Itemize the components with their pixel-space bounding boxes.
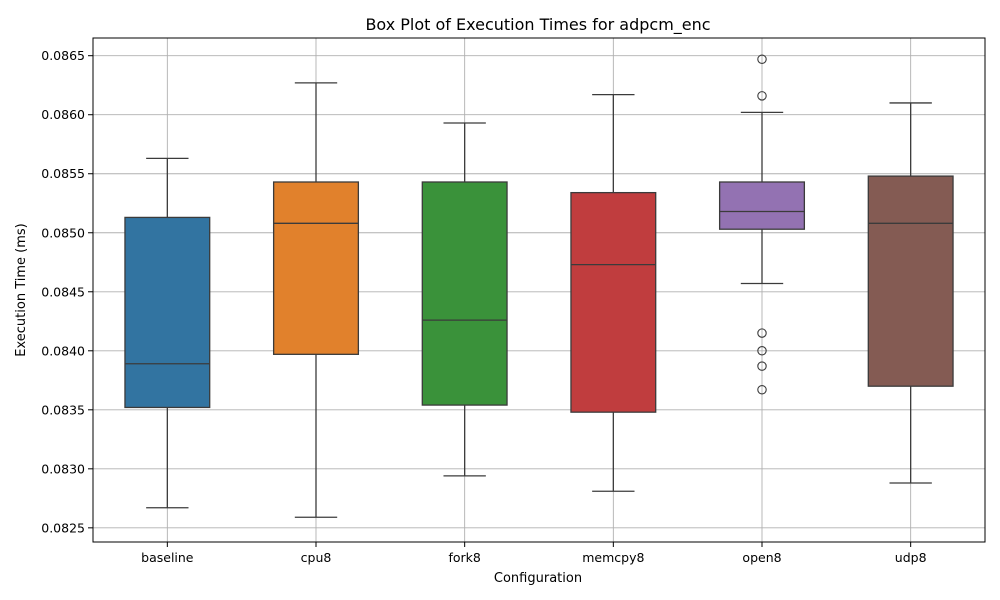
box-series <box>124 54 954 518</box>
plot-frame <box>92 37 986 543</box>
x-tick-label: open8 <box>742 550 781 565</box>
y-tick-label: 0.0825 <box>41 520 85 535</box>
grid-lines <box>93 38 985 542</box>
x-tick-label: cpu8 <box>301 550 332 565</box>
y-tick-label: 0.0830 <box>41 461 85 476</box>
y-axis-label: Execution Time (ms) <box>14 223 29 356</box>
outlier-point <box>757 91 767 101</box>
box-fork8 <box>421 122 508 477</box>
x-tick-label: fork8 <box>448 550 480 565</box>
outlier-point <box>757 346 767 356</box>
y-tick-label: 0.0835 <box>41 402 85 417</box>
y-tick-label: 0.0860 <box>41 107 85 122</box>
box-open8 <box>718 54 806 395</box>
iqr-box <box>867 175 954 387</box>
iqr-box <box>124 216 211 409</box>
box-baseline <box>124 157 211 509</box>
y-tick-label: 0.0840 <box>41 343 85 358</box>
x-axis-ticks: baseline cpu8 fork8 memcpy8 open8 udp8 <box>141 542 927 565</box>
box-cpu8 <box>272 82 360 518</box>
x-tick-label: udp8 <box>895 550 927 565</box>
box-udp8 <box>867 102 954 484</box>
x-tick-label: memcpy8 <box>582 550 644 565</box>
iqr-box <box>421 181 508 406</box>
chart-title: Box Plot of Execution Times for adpcm_en… <box>365 15 710 35</box>
iqr-box <box>570 191 657 413</box>
box-memcpy8 <box>570 94 657 492</box>
iqr-box <box>718 181 806 230</box>
iqr-box <box>272 181 360 355</box>
x-tick-label: baseline <box>141 550 194 565</box>
x-axis-label: Configuration <box>494 571 582 586</box>
outlier-point <box>757 384 767 395</box>
outlier-point <box>757 328 767 338</box>
outlier-point <box>757 54 767 64</box>
y-tick-label: 0.0865 <box>41 48 85 63</box>
y-axis-ticks: 0.0825 0.0830 0.0835 0.0840 0.0845 0.0850 0.08… <box>41 48 93 535</box>
y-tick-label: 0.0845 <box>41 284 85 299</box>
y-tick-label: 0.0850 <box>41 225 85 240</box>
outlier-point <box>757 361 767 371</box>
y-tick-label: 0.0855 <box>41 166 85 181</box>
